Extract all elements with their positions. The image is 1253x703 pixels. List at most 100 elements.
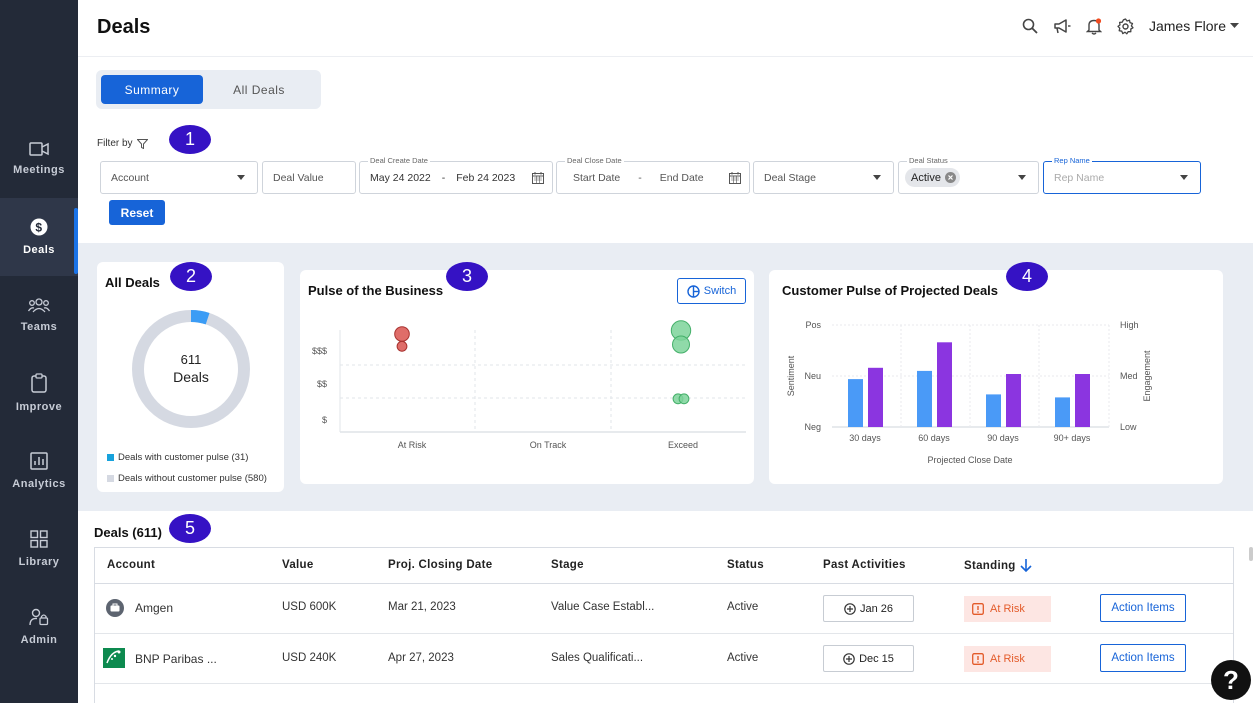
y-tick-label: $$$ [312, 346, 327, 356]
deal-create-date-filter[interactable]: Deal Create Date May 24 2022 - Feb 24 20… [359, 156, 553, 194]
column-header-standing[interactable]: Standing [964, 559, 1032, 572]
scatter-point [396, 340, 408, 352]
cell-value: USD 240K [282, 652, 337, 664]
deal-stage-filter[interactable]: Deal Stage [753, 161, 894, 194]
sidebar-item-label: Improve [15, 401, 63, 413]
column-header-stage[interactable]: Stage [551, 559, 584, 571]
bar-chart-icon [30, 452, 48, 470]
bar [986, 394, 1001, 427]
search-icon[interactable] [1021, 17, 1039, 35]
team-icon [28, 298, 50, 313]
table-row[interactable]: Amgen USD 600K Mar 21, 2023 Value Case E… [95, 584, 1233, 634]
scatter-points [394, 320, 692, 405]
cell-account[interactable]: BNP Paribas ... [135, 652, 217, 666]
plus-circle-icon [843, 652, 855, 665]
warning-icon [972, 653, 984, 665]
legend-text: Deals with customer pulse (31) [118, 452, 249, 463]
column-header-status[interactable]: Status [727, 559, 764, 571]
switch-button[interactable]: Switch [677, 278, 746, 304]
scatter-point [394, 326, 410, 342]
column-header-standing-label: Standing [964, 559, 1016, 572]
sidebar-item-label: Admin [20, 634, 58, 646]
pulse-scatter-chart: $$$ $$ $ At Risk On Track Exceed [312, 320, 746, 450]
tab-summary[interactable]: Summary [101, 75, 203, 104]
calendar-icon[interactable] [729, 172, 741, 184]
cell-stage: Value Case Establ... [551, 601, 655, 613]
sidebar-item-library[interactable]: Library [0, 510, 78, 588]
svg-text:$: $ [35, 221, 42, 235]
action-items-button[interactable]: Action Items [1100, 644, 1186, 672]
rep-name-label: Rep Name [1052, 156, 1092, 165]
bar [1006, 374, 1021, 427]
deal-create-date-label: Deal Create Date [368, 156, 430, 165]
cell-stage: Sales Qualificati... [551, 652, 644, 664]
x-tick-label: 60 days [918, 433, 950, 443]
bar [1075, 374, 1090, 427]
sidebar-item-label: Deals [23, 244, 55, 256]
x-tick-label: On Track [530, 440, 567, 450]
standing-badge: At Risk [964, 646, 1051, 672]
bar [1055, 397, 1070, 427]
cell-account[interactable]: Amgen [135, 601, 174, 615]
deal-close-date-filter[interactable]: Deal Close Date Start Date - End Date [556, 156, 750, 194]
user-name: James Flore [1148, 18, 1226, 34]
close-icon[interactable] [944, 172, 956, 183]
sidebar-item-admin[interactable]: Admin [0, 588, 78, 666]
card-title: Pulse of the Business [308, 283, 444, 298]
deal-status-filter[interactable]: Deal Status Active [898, 156, 1039, 194]
past-activity-button[interactable]: Jan 26 [823, 595, 914, 622]
cell-status: Active [727, 652, 759, 664]
sidebar-item-improve[interactable]: Improve [0, 354, 78, 432]
sort-arrow-down-icon[interactable] [1020, 559, 1032, 572]
x-title: Projected Close Date [927, 455, 1012, 465]
bar [917, 370, 932, 427]
sidebar-item-label: Teams [20, 321, 58, 333]
chevron-down-icon [1230, 23, 1239, 28]
filter-icon [136, 138, 148, 149]
bar [848, 379, 863, 427]
all-deals-card: All Deals 611 Deals Deals with customer … [97, 262, 284, 492]
sidebar-item-deals[interactable]: $ Deals [0, 198, 78, 276]
megaphone-icon[interactable] [1053, 17, 1071, 35]
account-filter[interactable]: Account [100, 161, 258, 194]
y-right-tick: Low [1120, 422, 1137, 432]
legend-swatch [107, 475, 114, 482]
y-left-title: Sentiment [786, 355, 796, 396]
annotation-badge-1: 1 [169, 125, 211, 154]
company-logo-icon [103, 648, 125, 668]
bars: 30 days 60 days 90 days 90+ days [848, 342, 1091, 443]
column-header-past-activities[interactable]: Past Activities [823, 559, 906, 571]
cell-date: Apr 27, 2023 [388, 652, 454, 664]
column-header-date[interactable]: Proj. Closing Date [388, 559, 493, 571]
close-date-end: End Date [659, 171, 704, 184]
action-items-button[interactable]: Action Items [1100, 594, 1186, 622]
reset-button[interactable]: Reset [109, 200, 165, 225]
calendar-icon[interactable] [532, 172, 544, 184]
sidebar-item-teams[interactable]: Teams [0, 276, 78, 354]
account-filter-placeholder: Account [111, 171, 149, 184]
scatter-point [672, 335, 690, 354]
status-chip-label: Active [911, 171, 941, 184]
deal-value-filter[interactable]: Deal Value [262, 161, 356, 194]
column-header-value[interactable]: Value [282, 559, 314, 571]
settings-icon[interactable] [1117, 17, 1135, 35]
y-right-tick: High [1120, 320, 1139, 330]
clipboard-icon [31, 373, 47, 393]
help-button[interactable]: ? [1211, 660, 1251, 700]
bell-icon[interactable] [1085, 17, 1103, 35]
user-menu[interactable]: James Flore [1149, 18, 1239, 34]
x-tick-label: At Risk [398, 440, 427, 450]
tab-all-deals[interactable]: All Deals [233, 82, 285, 97]
table-row[interactable]: BNP Paribas ... USD 240K Apr 27, 2023 Sa… [95, 634, 1233, 684]
switch-label: Switch [703, 285, 737, 297]
customer-pulse-bar-chart: Pos Neu Neg High Med Low Sentiment Engag… [786, 320, 1152, 465]
sidebar-item-analytics[interactable]: Analytics [0, 432, 78, 510]
scrollbar-thumb[interactable] [1249, 547, 1253, 561]
deal-stage-placeholder: Deal Stage [764, 171, 816, 184]
sidebar-item-meetings[interactable]: Meetings [0, 120, 78, 198]
past-activity-button[interactable]: Dec 15 [823, 645, 914, 672]
rep-name-filter[interactable]: Rep Name Rep Name [1043, 156, 1201, 194]
x-tick-label: 90+ days [1054, 433, 1091, 443]
y-left-tick: Neu [804, 371, 821, 381]
column-header-account[interactable]: Account [107, 559, 156, 571]
